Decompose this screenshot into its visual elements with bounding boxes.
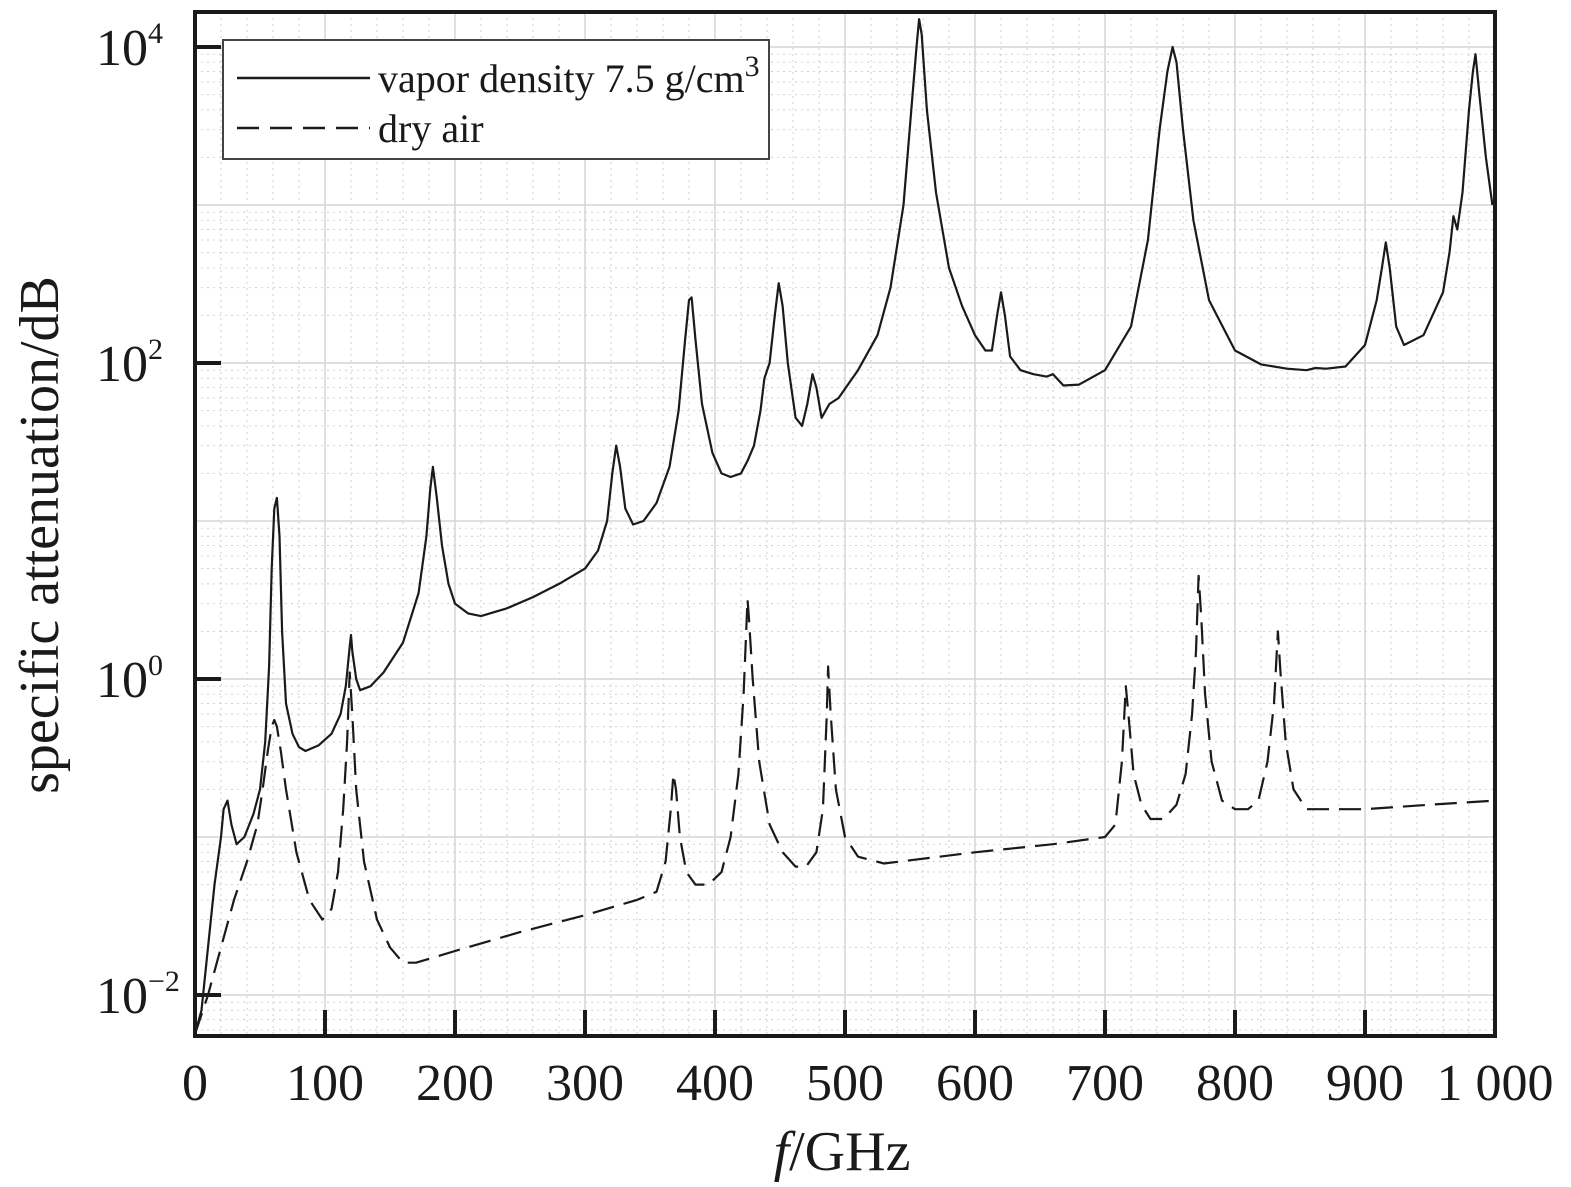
tick-labels: 0 100 200 300 400 500 600 700 800 900 1 000 10−2 100… <box>96 17 1554 1112</box>
series-layer <box>193 18 1496 1035</box>
y-tick-label: 102 <box>96 333 163 393</box>
x-tick-label: 200 <box>416 1055 494 1112</box>
series-line-vapor-density <box>193 18 1494 1035</box>
plot-frame <box>193 10 1497 1038</box>
x-tick-label: 400 <box>676 1055 754 1112</box>
x-axis-title: f/GHz <box>774 1121 911 1183</box>
x-tick-label: 1 000 <box>1437 1055 1554 1112</box>
x-tick-label: 900 <box>1326 1055 1404 1112</box>
axis-ticks <box>193 45 1497 1036</box>
legend-label-dry-air: dry air <box>378 106 484 151</box>
x-tick-label: 800 <box>1196 1055 1274 1112</box>
legend-label-vapor: vapor density 7.5 g/cm3 <box>378 50 760 101</box>
legend: vapor density 7.5 g/cm3 dry air <box>222 39 770 160</box>
y-axis-title: specific attenuation/dB <box>9 276 71 794</box>
x-tick-label: 100 <box>286 1055 364 1112</box>
y-tick-label: 104 <box>96 17 163 77</box>
x-tick-label: 600 <box>936 1055 1014 1112</box>
y-tick-label: 100 <box>96 649 163 709</box>
x-tick-label: 500 <box>806 1055 884 1112</box>
x-tick-label: 0 <box>182 1055 208 1112</box>
x-tick-label: 700 <box>1066 1055 1144 1112</box>
legend-box <box>222 39 770 160</box>
x-tick-label: 300 <box>546 1055 624 1112</box>
y-tick-label: 10−2 <box>96 965 180 1025</box>
series-line-dry-air <box>193 574 1496 1035</box>
